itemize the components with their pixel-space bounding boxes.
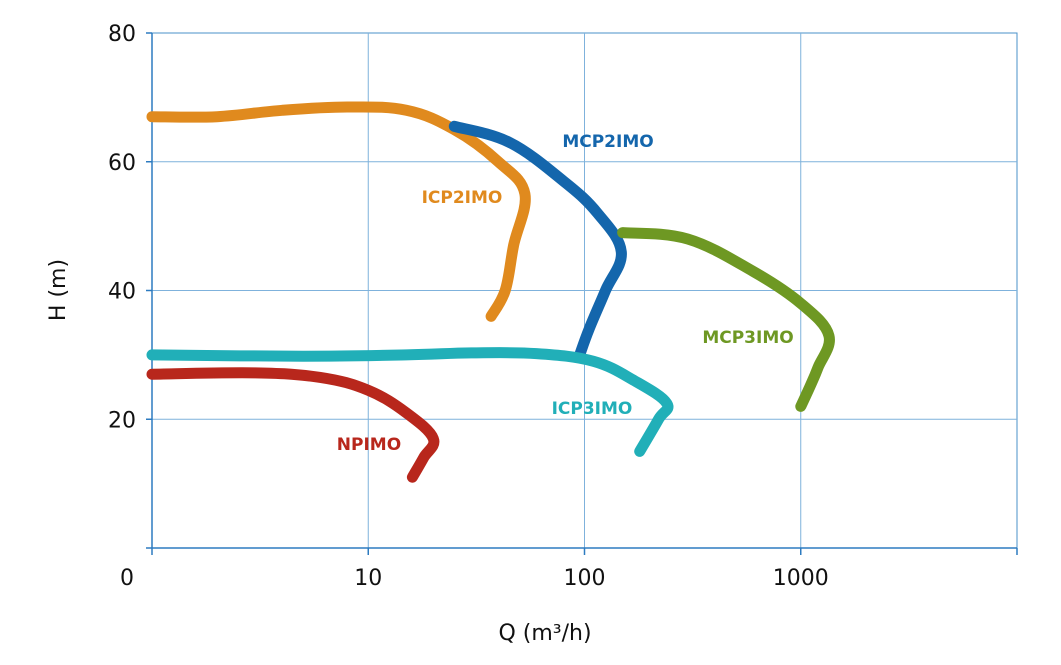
tick-labels: 0 10 100 1000 20 40 60 80 <box>108 22 829 591</box>
y-tick-label: 80 <box>108 22 136 47</box>
curve-mcp3imo <box>617 227 835 412</box>
series-label-npimo: NPIMO <box>337 435 401 455</box>
axes <box>146 32 1018 555</box>
y-axis-label: H (m) <box>46 259 71 321</box>
series-label-icp2imo: ICP2IMO <box>422 188 503 208</box>
x-axis-label: Q (m³/h) <box>498 621 591 646</box>
curve-npimo <box>146 367 440 483</box>
x-tick-label: 100 <box>564 566 606 591</box>
x-tick-label: 10 <box>354 566 382 591</box>
series-label-icp3imo: ICP3IMO <box>552 399 633 419</box>
y-tick-label: 60 <box>108 151 136 176</box>
curve-mcp2imo <box>448 120 627 361</box>
y-tick-label: 20 <box>108 408 136 433</box>
curve-icp3imo <box>146 347 674 457</box>
series-label-mcp2imo: MCP2IMO <box>562 132 653 152</box>
x-tick-label: 0 <box>120 566 134 591</box>
performance-curves <box>146 101 835 483</box>
y-tick-label: 40 <box>108 280 136 305</box>
x-tick-label: 1000 <box>773 566 829 591</box>
series-label-mcp3imo: MCP3IMO <box>702 328 793 348</box>
curve-icp2imo <box>146 101 531 322</box>
series-labels: ICP2IMO MCP2IMO MCP3IMO ICP3IMO NPIMO <box>337 132 794 455</box>
